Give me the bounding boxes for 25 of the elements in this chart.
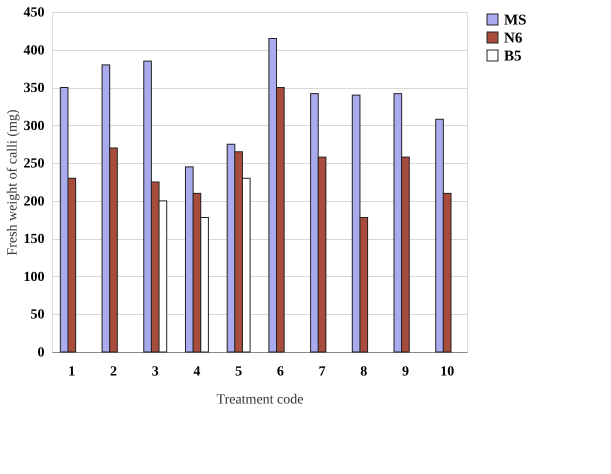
y-axis-title: Fresh weight of calli (mg) [6,109,20,256]
y-tick-label: 250 [24,156,44,172]
y-tick-label: 300 [24,118,44,134]
x-tick-label: 5 [235,364,242,380]
x-tick-label: 10 [440,364,454,380]
x-tick-label: 8 [360,364,368,380]
x-tick-label: 3 [152,364,159,380]
x-tick-label: 9 [402,364,409,380]
y-tick-label: 200 [24,194,44,210]
y-tick-label: 150 [24,232,44,248]
y-tick-label: 450 [24,6,44,20]
x-tick-label: 7 [318,364,326,380]
legend-label: MS [504,12,526,28]
y-tick-label: 100 [24,270,44,285]
y-tick-label: 50 [30,308,44,323]
legend-label: N6 [504,30,523,46]
legend-label: B5 [504,48,522,64]
x-tick-label: 4 [193,364,200,380]
y-tick-label: 400 [24,43,44,58]
x-tick-label: 6 [276,364,284,380]
x-axis-title: Treatment code [216,392,304,408]
x-tick-label: 1 [68,364,76,380]
y-tick-label: 350 [24,81,44,96]
x-tick-label: 2 [110,364,118,380]
y-tick-label: 0 [38,346,44,360]
